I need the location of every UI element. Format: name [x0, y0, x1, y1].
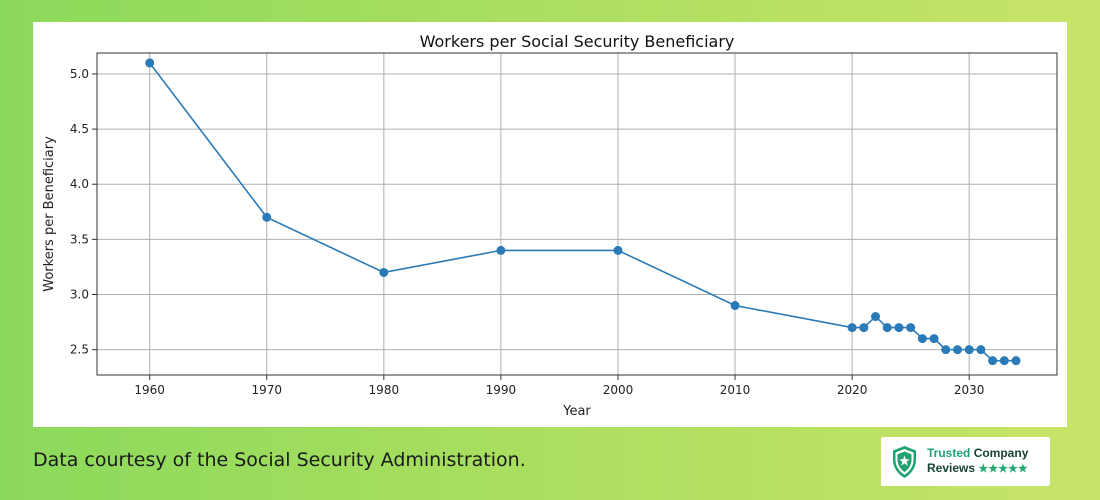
x-tick-label: 2020	[837, 383, 868, 397]
x-tick-label: 2000	[603, 383, 634, 397]
data-source-caption: Data courtesy of the Social Security Adm…	[33, 449, 526, 471]
data-point	[262, 212, 272, 222]
data-point	[906, 323, 916, 333]
series-line	[149, 62, 1017, 362]
y-tick-label: 3.0	[70, 288, 89, 302]
data-point	[964, 345, 974, 355]
data-point	[988, 356, 998, 366]
data-point	[847, 323, 857, 333]
badge-text: Trusted Company Reviews ★★★★★	[927, 446, 1028, 477]
data-point	[882, 323, 892, 333]
data-point	[496, 245, 506, 255]
x-tick-label: 1970	[251, 383, 282, 397]
x-tick-label: 1960	[134, 383, 165, 397]
y-tick-label: 4.0	[70, 177, 89, 191]
x-tick-label: 2030	[954, 383, 985, 397]
chart-panel: 1960 1970 1980 1990 2000 2010 2020 2030 2.5 3.0 3.…	[33, 22, 1067, 427]
data-point	[976, 345, 986, 355]
badge-line-2: Reviews ★★★★★	[927, 461, 1028, 475]
y-tick-label: 4.5	[70, 122, 89, 136]
data-point	[929, 334, 939, 344]
data-point	[917, 334, 927, 344]
data-point	[941, 345, 951, 355]
y-tick-label: 2.5	[70, 343, 89, 357]
y-tick-label: 3.5	[70, 232, 89, 246]
data-point	[894, 323, 904, 333]
data-point	[999, 356, 1009, 366]
data-point	[379, 267, 389, 277]
data-point	[145, 58, 155, 68]
y-axis-label: Workers per Beneficiary	[42, 136, 57, 292]
trusted-company-reviews-badge[interactable]: Trusted Company Reviews ★★★★★	[881, 437, 1050, 486]
x-tick-label: 1980	[369, 383, 400, 397]
chart-title: Workers per Social Security Beneficiary	[420, 32, 735, 51]
line-chart: 1960 1970 1980 1990 2000 2010 2020 2030 2.5 3.0 3.…	[42, 32, 1058, 419]
data-point	[613, 245, 623, 255]
data-point	[1011, 356, 1021, 366]
data-point	[952, 345, 962, 355]
x-axis-label: Year	[562, 404, 591, 419]
x-tick-label: 2010	[720, 383, 751, 397]
data-point	[730, 301, 740, 311]
badge-line-1: Trusted Company	[927, 446, 1029, 460]
data-point	[859, 323, 869, 333]
x-tick-label: 1990	[486, 383, 517, 397]
plot-frame	[96, 52, 1058, 376]
shield-star-icon	[893, 445, 916, 478]
rating-stars: ★★★★★	[978, 463, 1028, 475]
y-tick-label: 5.0	[70, 67, 89, 81]
data-point	[871, 312, 881, 322]
